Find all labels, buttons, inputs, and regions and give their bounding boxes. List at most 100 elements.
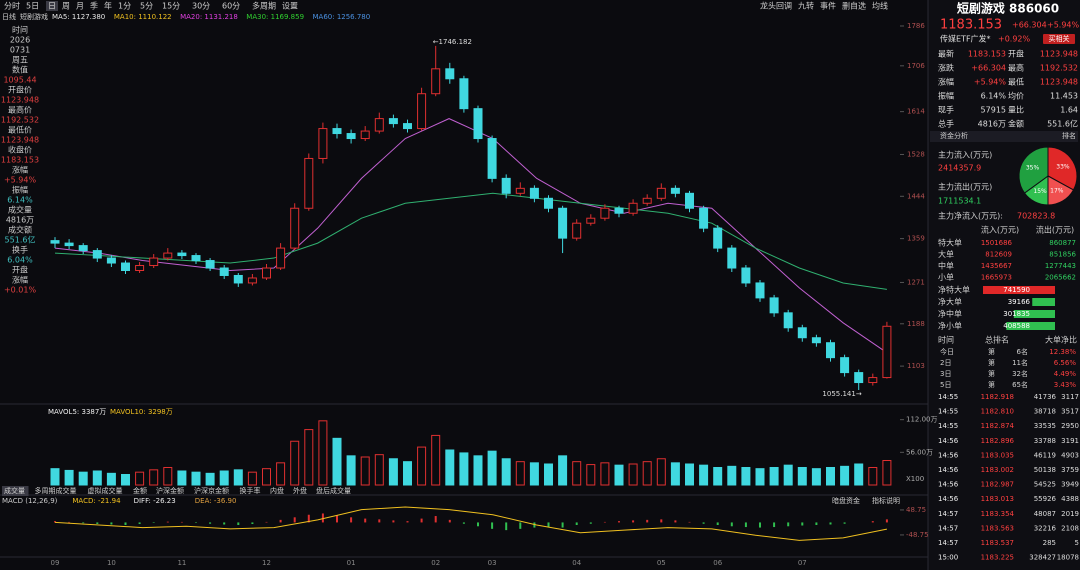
volume-bar (191, 471, 201, 486)
volume-bar (205, 472, 215, 486)
quote-price: 1183.153 (940, 18, 1002, 33)
tick-price: 1183.013 (981, 495, 1014, 503)
volume-bar (318, 420, 328, 486)
candle-body (656, 187, 666, 199)
y-tick-label: -48.75 (906, 531, 929, 539)
rank-pos: 32名 (1012, 369, 1028, 378)
indicator-tab[interactable]: 多周期成交量 (35, 486, 77, 495)
period-tab[interactable]: 季 (90, 1, 98, 11)
period-tab[interactable]: 分时 (4, 1, 20, 11)
tick-count: 2019 (1061, 510, 1079, 518)
tick-price: 1183.563 (981, 524, 1014, 532)
rank-tab[interactable]: 排名 (1062, 131, 1076, 140)
funds-tab[interactable]: 资金分析 (940, 131, 968, 140)
x-tick-label: 12 (262, 559, 271, 567)
pie-slice (1018, 146, 1049, 194)
indicator-tab[interactable]: 虚拟成交量 (88, 486, 123, 495)
candle-body (177, 252, 187, 257)
indicator-tab[interactable]: 外盘 (293, 486, 307, 495)
quote-pct: +5.94% (1047, 21, 1080, 30)
period-tab[interactable]: 15分 (162, 2, 180, 11)
candle-body (882, 325, 892, 379)
tick-volume: 33788 (1034, 437, 1056, 445)
candle-body (50, 240, 60, 244)
period-tab[interactable]: 多周期 (252, 1, 276, 11)
stat-label: 量比 (1008, 105, 1024, 115)
indicator-tab[interactable]: 换手率 (240, 486, 261, 495)
period-tab[interactable]: 30分 (192, 2, 210, 11)
pie-label: 15% (1033, 188, 1047, 195)
period-tab[interactable]: 设置 (282, 1, 298, 11)
info-text: 1095.44 (3, 76, 36, 85)
indicator-tab[interactable]: 沪深金额 (156, 486, 184, 495)
volume-bar (106, 472, 116, 486)
y-tick-label: 1614 (907, 108, 925, 116)
x-tick-label: 03 (488, 559, 497, 567)
stat-label: 涨跌 (938, 63, 954, 73)
tab-active (2, 486, 29, 496)
period-tab[interactable]: 5日 (26, 2, 39, 11)
indicator-tab[interactable]: 沪深京金额 (194, 486, 229, 495)
tick-count: 2950 (1061, 422, 1079, 430)
volume-bar (487, 450, 497, 486)
quote-change: +66.304 (1012, 21, 1047, 30)
tick-time: 14:57 (938, 510, 958, 518)
tool-button[interactable]: 均线 (872, 1, 888, 11)
indicator-tab[interactable]: 盘后成交量 (316, 486, 351, 495)
period-tab[interactable]: 年 (104, 1, 112, 11)
net-value: 408588 (1003, 322, 1030, 330)
stat-value: 551.6亿 (1047, 119, 1078, 129)
tool-button[interactable]: 事件 (820, 1, 836, 11)
net-label: 净中单 (938, 309, 962, 319)
tool-button[interactable]: 龙头回调 (760, 1, 792, 11)
tick-count: 3191 (1061, 437, 1079, 445)
indicator-tab[interactable]: 内盘 (270, 486, 284, 495)
period-tab[interactable]: 月 (76, 2, 84, 11)
vol-legend: MAVOL10: 3298万 (110, 408, 173, 416)
period-tab[interactable]: 60分 (222, 2, 240, 11)
buy-button[interactable]: 买相关 (1049, 34, 1070, 43)
period-tab[interactable]: 日 (48, 2, 56, 11)
volume-bar (149, 469, 159, 486)
indicator-button[interactable]: 指标说明 (872, 496, 900, 505)
candle-body (614, 207, 624, 214)
tick-volume: 46119 (1034, 451, 1056, 459)
tick-count: 3117 (1061, 393, 1079, 401)
candle-body (374, 118, 384, 132)
volume-bar (685, 463, 694, 486)
volume-bar (713, 467, 723, 486)
period-tab[interactable]: 1分 (118, 2, 131, 11)
stat-label: 振幅 (938, 91, 954, 101)
info-text: 1183.153 (1, 156, 39, 165)
candle-body (586, 217, 596, 224)
candle-body (473, 108, 483, 140)
rank-pos: 6名 (1017, 347, 1028, 356)
candle-body (417, 93, 427, 130)
volume-bar (797, 467, 807, 486)
volume-bar (727, 465, 737, 486)
info-text: 6.14% (7, 196, 33, 205)
period-tab[interactable]: 5分 (140, 2, 153, 11)
rank-prefix: 第 (988, 380, 995, 389)
tick-count: 3949 (1061, 481, 1079, 489)
candle-body (600, 207, 610, 219)
y-tick-label: 1706 (907, 62, 925, 70)
flow-in: 1435667 (981, 262, 1012, 270)
tool-button[interactable]: 删自选 (842, 1, 866, 11)
stat-value: 57915 (981, 106, 1006, 115)
indicator-button[interactable]: 暗盘资金 (832, 496, 860, 505)
outflow-label: 主力流出(万元) (938, 182, 992, 192)
x-tick-label: 05 (657, 559, 666, 567)
candle-body (360, 130, 370, 140)
indicator-tab[interactable]: 成交量 (4, 486, 25, 495)
flow-label: 特大单 (938, 238, 962, 248)
tool-button[interactable]: 九转 (798, 1, 814, 11)
indicator-tab[interactable]: 金额 (133, 486, 147, 495)
tick-volume: 38718 (1034, 408, 1056, 416)
high-annotation: ←1746.182 (433, 38, 472, 46)
period-tab[interactable]: 周 (62, 2, 70, 11)
flow-label: 大单 (938, 249, 954, 259)
candle-body (558, 207, 568, 239)
info-text: +0.01% (4, 286, 37, 295)
buy-button-bg[interactable] (1043, 34, 1075, 44)
